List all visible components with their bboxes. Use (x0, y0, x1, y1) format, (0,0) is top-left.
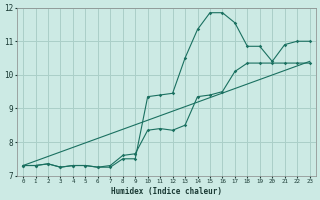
X-axis label: Humidex (Indice chaleur): Humidex (Indice chaleur) (111, 187, 222, 196)
